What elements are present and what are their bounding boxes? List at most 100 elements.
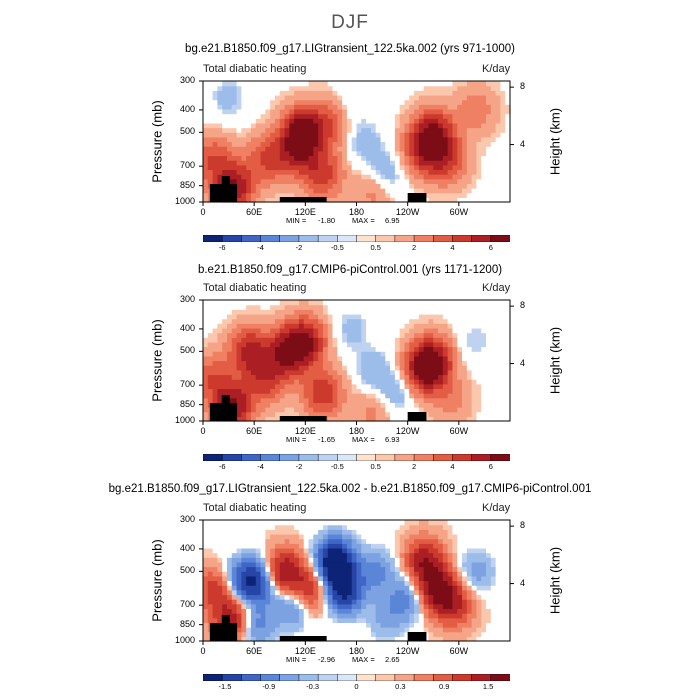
heatmap-cell bbox=[322, 136, 329, 143]
heatmap-cell bbox=[203, 99, 209, 105]
heatmap-cell bbox=[414, 174, 420, 180]
heatmap-cell bbox=[270, 407, 276, 413]
heatmap-cell bbox=[217, 351, 223, 357]
heatmap-cell bbox=[394, 169, 401, 175]
heatmap-cell bbox=[385, 594, 391, 600]
heatmap-cell bbox=[438, 360, 444, 366]
heatmap-cell bbox=[327, 188, 334, 194]
heatmap-cell bbox=[390, 323, 396, 329]
heatmap-cell bbox=[212, 90, 218, 96]
heatmap-cell bbox=[207, 383, 214, 390]
heatmap-cell bbox=[212, 360, 218, 366]
heatmap-cell bbox=[361, 575, 367, 582]
heatmap-cell bbox=[394, 136, 401, 143]
heatmap-cell bbox=[241, 571, 247, 577]
heatmap-cell bbox=[462, 575, 468, 582]
heatmap-cell bbox=[481, 160, 487, 166]
heatmap-cell bbox=[246, 300, 252, 306]
heatmap-cell bbox=[404, 636, 410, 642]
heatmap-cell bbox=[308, 529, 314, 535]
heatmap-cell bbox=[385, 192, 391, 198]
heatmap-cell bbox=[394, 141, 401, 147]
heatmap-cell bbox=[433, 304, 439, 310]
heatmap-cell bbox=[284, 631, 290, 637]
heatmap-cell bbox=[274, 383, 281, 390]
heatmap-cell bbox=[447, 575, 454, 582]
heatmap-cell bbox=[385, 388, 391, 394]
heatmap-cell bbox=[500, 127, 506, 133]
heatmap-cell bbox=[260, 552, 266, 558]
heatmap-cell bbox=[404, 603, 410, 610]
heatmap-cell bbox=[409, 318, 415, 324]
heatmap-cell bbox=[462, 571, 468, 577]
heatmap-cell bbox=[318, 188, 324, 194]
heatmap-cell bbox=[226, 529, 233, 535]
heatmap-cell bbox=[409, 136, 415, 143]
heatmap-cell bbox=[231, 589, 238, 596]
heatmap-cell bbox=[318, 388, 324, 394]
heatmap-cell bbox=[226, 155, 233, 161]
heatmap-cell bbox=[346, 174, 353, 180]
heatmap-cell bbox=[351, 383, 358, 390]
heatmap-cell bbox=[274, 197, 281, 203]
heatmap-cell bbox=[390, 360, 396, 366]
heatmap-cell bbox=[222, 374, 228, 380]
heatmap-cell bbox=[481, 557, 487, 563]
heatmap-cell bbox=[294, 332, 300, 338]
heatmap-cell bbox=[366, 580, 372, 586]
heatmap-cell bbox=[294, 533, 300, 540]
heatmap-cell bbox=[308, 108, 314, 115]
heatmap-cell bbox=[226, 94, 233, 101]
heatmap-cell bbox=[370, 585, 377, 591]
heatmap-cell bbox=[279, 113, 286, 119]
heatmap-cell bbox=[375, 146, 382, 152]
heatmap-cell bbox=[327, 355, 334, 362]
heatmap-cell bbox=[222, 341, 228, 348]
heatmap-cell bbox=[255, 369, 262, 376]
heatmap-cell bbox=[346, 118, 353, 124]
heatmap-cell bbox=[289, 132, 295, 138]
heatmap-cell bbox=[313, 585, 319, 591]
heatmap-cell bbox=[274, 174, 281, 180]
heatmap-cell bbox=[241, 402, 247, 408]
heatmap-cell bbox=[370, 627, 377, 633]
heatmap-cell bbox=[399, 393, 406, 399]
heatmap-cell bbox=[409, 547, 415, 554]
heatmap-cell bbox=[447, 90, 454, 96]
heatmap-cell bbox=[399, 608, 406, 614]
heatmap-cell bbox=[246, 192, 252, 198]
heatmap-cell bbox=[414, 571, 420, 577]
heatmap-cell bbox=[342, 332, 348, 338]
heatmap-cell bbox=[457, 313, 463, 320]
heatmap-cell bbox=[418, 132, 425, 138]
heatmap-cell bbox=[490, 538, 497, 544]
heatmap-cell bbox=[260, 594, 266, 600]
heatmap-cell bbox=[457, 388, 463, 394]
heatmap-cell bbox=[394, 608, 401, 614]
heatmap-cell bbox=[370, 178, 377, 184]
heatmap-cell bbox=[433, 543, 439, 549]
heatmap-cell bbox=[274, 155, 281, 161]
heatmap-cell bbox=[222, 552, 228, 558]
heatmap-cell bbox=[265, 533, 271, 540]
heatmap-cell bbox=[274, 309, 281, 315]
heatmap-cell bbox=[313, 360, 319, 366]
heatmap-cell bbox=[313, 393, 319, 399]
heatmap-cell bbox=[250, 99, 257, 105]
heatmap-cell bbox=[380, 571, 386, 577]
heatmap-cell bbox=[457, 533, 463, 540]
heatmap-cell bbox=[203, 613, 209, 619]
min-label: MIN = bbox=[286, 216, 307, 225]
heatmap-cell bbox=[476, 397, 482, 403]
heatmap-cell bbox=[289, 355, 295, 362]
heatmap-cell bbox=[394, 122, 401, 129]
heatmap-cell bbox=[207, 341, 214, 348]
heatmap-cell bbox=[486, 150, 492, 157]
heatmap-cell bbox=[423, 136, 430, 143]
heatmap-cell bbox=[505, 566, 511, 572]
heatmap-cell bbox=[298, 337, 305, 343]
heatmap-cell bbox=[442, 332, 449, 338]
heatmap-cell bbox=[327, 127, 334, 133]
y-tick-label: 500 bbox=[179, 126, 195, 137]
heatmap-cell bbox=[270, 118, 276, 124]
